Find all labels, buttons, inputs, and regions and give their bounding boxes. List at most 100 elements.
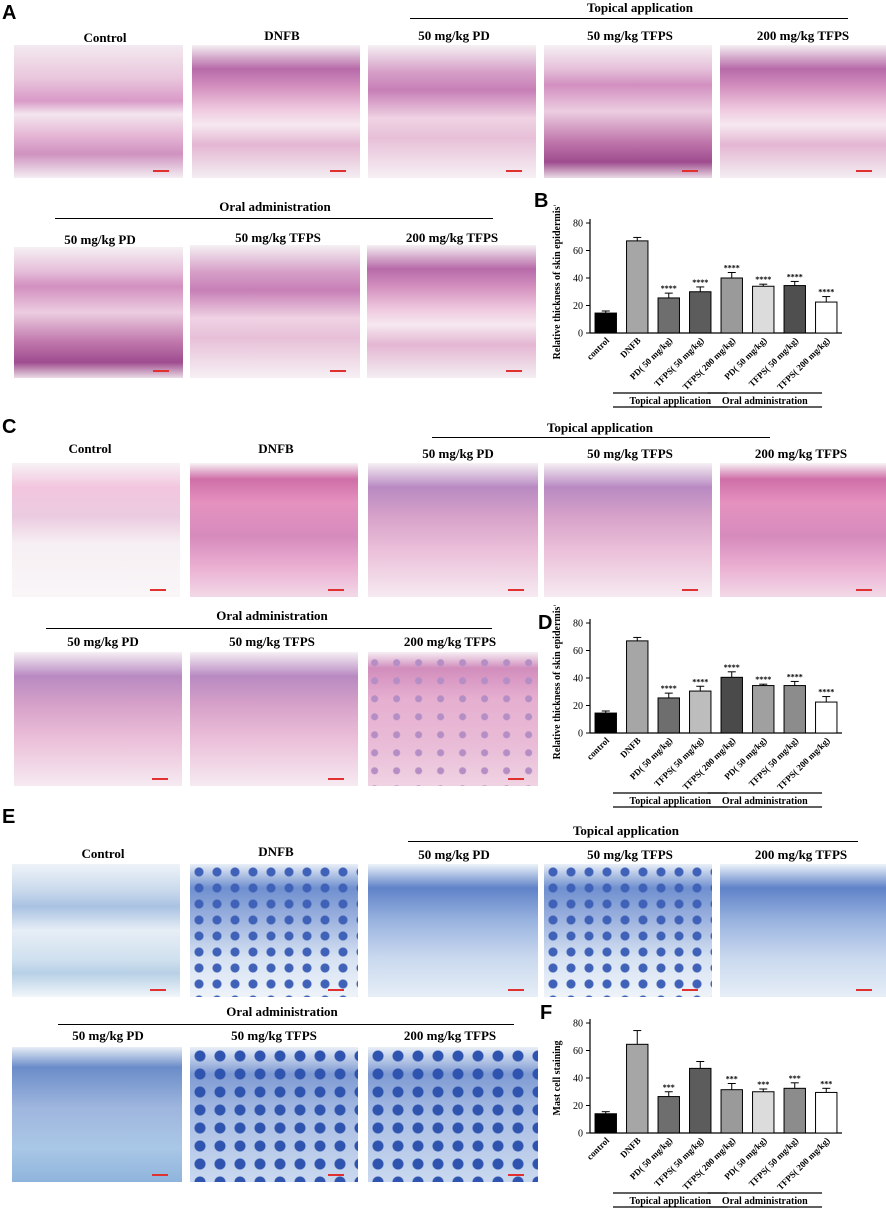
bar <box>815 1091 838 1134</box>
histology-image-pd-e <box>368 864 538 997</box>
histology-image-pd-a <box>368 45 536 178</box>
category-label: DNFB <box>618 1135 642 1159</box>
y-tick-label: 80 <box>573 619 583 630</box>
bar <box>689 1067 712 1134</box>
panel-letter-b: B <box>534 190 549 212</box>
bar <box>815 701 838 734</box>
histology-image-oral-tfps50-a <box>190 245 360 378</box>
image-label-oral-pd-c: 50 mg/kg PD <box>67 634 139 649</box>
histology-image-control-e <box>12 864 180 997</box>
panel-letter-d: D <box>538 612 553 634</box>
image-label-tfps200-e: 200 mg/kg TFPS <box>754 847 848 862</box>
significance-label: *** <box>663 1083 675 1092</box>
y-tick-label: 40 <box>573 674 583 685</box>
histology-image-oral-pd-c <box>14 652 182 786</box>
group-line-topical-e <box>408 841 858 842</box>
histology-image-oral-tfps50-c <box>190 652 358 786</box>
image-label-oral-tfps50-a: 50 mg/kg TFPS <box>235 230 321 245</box>
group-label: Topical application <box>629 1196 711 1207</box>
image-label-oral-tfps50-c: 50 mg/kg TFPS <box>229 634 315 649</box>
histology-image-dnfb-a <box>192 45 360 178</box>
group-label-topical-c: Topical application <box>546 420 654 435</box>
group-label-oral-a: Oral administration <box>219 199 331 214</box>
histology-image-oral-tfps200-c <box>368 652 538 786</box>
image-label-pd-c: 50 mg/kg PD <box>422 446 494 461</box>
group-label: Oral administration <box>722 396 808 407</box>
histology-image-tfps200-c <box>720 463 886 597</box>
bar-chart-f: Mast cell staining 0 20 40 60 80 control DNFB **… <box>552 1019 842 1208</box>
y-tick-label: 80 <box>573 219 583 230</box>
bar <box>720 277 743 334</box>
bar <box>657 1096 680 1134</box>
histology-image-oral-tfps200-a <box>367 245 536 378</box>
image-label-tfps200-a: 200 mg/kg TFPS <box>756 28 850 43</box>
panel-letter-a: A <box>2 2 17 24</box>
y-axis-label: Mast cell staining <box>552 1041 563 1116</box>
group-label: Topical application <box>629 796 711 807</box>
image-label-dnfb-a: DNFB <box>264 28 300 43</box>
histology-image-tfps50-a <box>544 45 712 178</box>
bar <box>689 291 712 334</box>
significance-label: *** <box>789 1074 801 1083</box>
y-tick-label: 20 <box>573 1101 583 1112</box>
image-label-oral-tfps200-e: 200 mg/kg TFPS <box>403 1028 497 1043</box>
bar <box>689 690 712 734</box>
y-tick-label: 80 <box>573 1019 583 1030</box>
y-axis-label: Relative thickness of skin epidermis% <box>552 205 563 359</box>
image-label-control-e: Control <box>81 846 125 861</box>
category-label: DNFB <box>618 735 642 759</box>
significance-label: *** <box>820 1079 832 1088</box>
category-label: control <box>585 735 612 762</box>
bar <box>783 285 806 334</box>
image-label-oral-tfps50-e: 50 mg/kg TFPS <box>231 1028 317 1043</box>
y-tick-label: 40 <box>573 1074 583 1085</box>
significance-label: **** <box>755 675 771 684</box>
bar <box>594 712 617 734</box>
histology-image-pd-c <box>368 463 538 597</box>
bar <box>626 240 649 334</box>
significance-label: **** <box>661 684 677 693</box>
bar <box>752 1091 775 1134</box>
histology-image-oral-pd-e <box>12 1047 182 1182</box>
bar-chart-d: Relative thickness of skin epidermis% 0 20… <box>552 605 842 808</box>
y-tick-label: 0 <box>578 1129 583 1140</box>
histology-image-tfps200-a <box>720 45 886 178</box>
bar <box>720 676 743 734</box>
histology-image-control-c <box>12 463 180 597</box>
bar <box>783 1087 806 1134</box>
image-label-oral-tfps200-c: 200 mg/kg TFPS <box>403 634 497 649</box>
histology-image-tfps50-c <box>544 463 712 597</box>
significance-label: **** <box>755 275 771 284</box>
image-label-control-c: Control <box>68 441 112 456</box>
group-line-oral-e <box>58 1024 514 1025</box>
panel-letter-c: C <box>2 416 17 438</box>
bar <box>657 297 680 334</box>
image-label-dnfb-e: DNFB <box>258 844 294 859</box>
group-line-oral-a <box>55 218 493 219</box>
group-label: Topical application <box>629 396 711 407</box>
group-label-oral-c: Oral administration <box>216 608 328 623</box>
bar <box>752 685 775 734</box>
group-line-oral-c <box>46 628 492 629</box>
bar <box>752 285 775 334</box>
y-axis-label: Relative thickness of skin epidermis% <box>552 605 563 759</box>
group-label: Oral administration <box>722 1196 808 1207</box>
group-label-topical-e: Topical application <box>572 823 680 838</box>
image-label-pd-a: 50 mg/kg PD <box>418 28 490 43</box>
panel-letter-e: E <box>2 806 16 828</box>
y-tick-label: 20 <box>573 701 583 712</box>
significance-label: *** <box>757 1080 769 1089</box>
category-label: control <box>585 335 612 362</box>
bar <box>657 697 680 734</box>
histology-image-tfps50-e <box>544 864 712 997</box>
significance-label: **** <box>724 264 740 273</box>
significance-label: *** <box>726 1075 738 1084</box>
image-label-tfps50-c: 50 mg/kg TFPS <box>587 446 673 461</box>
y-tick-label: 40 <box>573 274 583 285</box>
panel-letter-f: F <box>540 1002 553 1024</box>
group-line-topical-a <box>410 18 848 19</box>
significance-label: **** <box>818 688 834 697</box>
histology-image-oral-tfps50-e <box>190 1047 358 1182</box>
significance-label: **** <box>661 284 677 293</box>
y-tick-label: 60 <box>573 1046 583 1057</box>
